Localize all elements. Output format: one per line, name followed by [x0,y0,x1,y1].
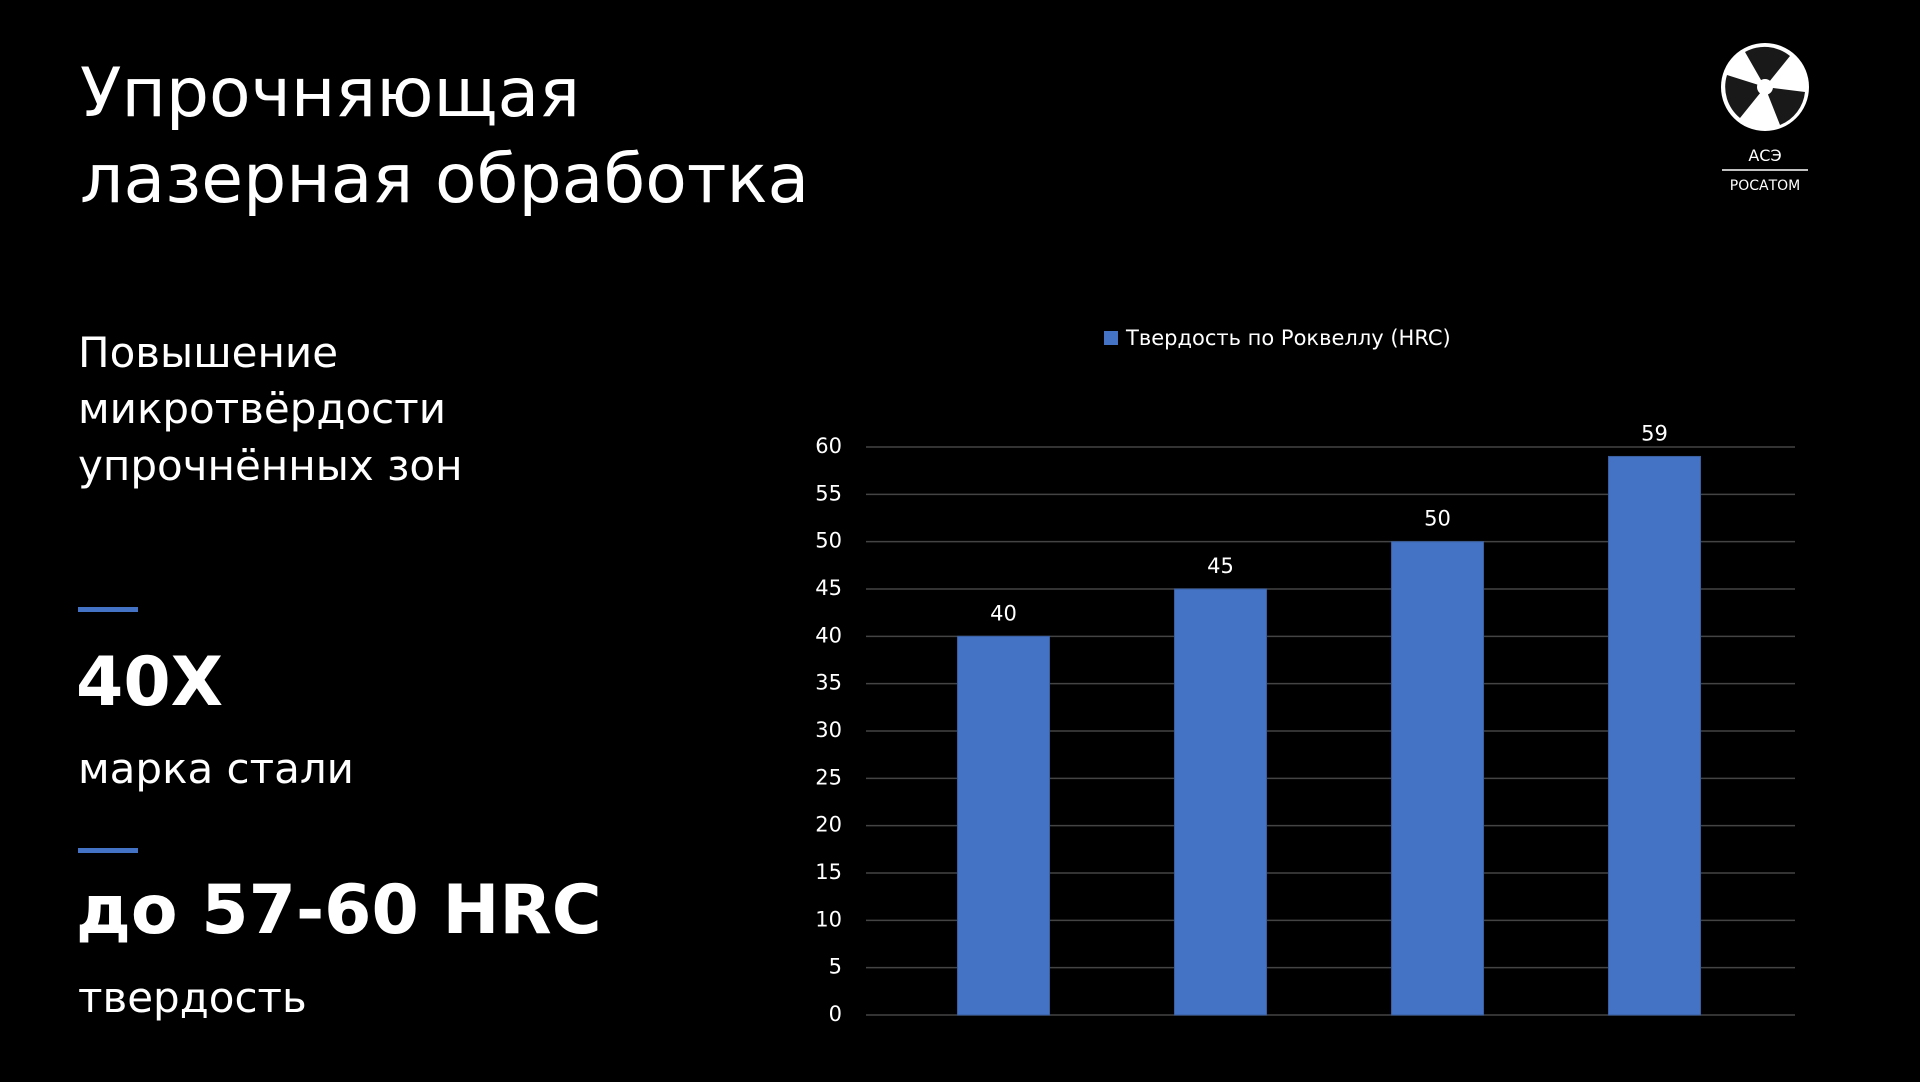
logo-bottom: РОСАТОМ [1730,178,1800,194]
y-tick-label: 0 [829,1002,842,1026]
fact-caption: твердость [78,973,307,1022]
title-line: Упрочняющая [80,54,580,133]
y-tick-label: 45 [815,576,842,600]
y-tick-label: 40 [815,623,842,647]
data-label: 40 [990,601,1017,625]
y-tick-label: 25 [815,765,842,789]
title-line: лазерная обработка [80,140,809,219]
fact-caption: марка стали [78,744,354,793]
y-tick-label: 10 [815,907,842,931]
legend-swatch [1104,331,1118,345]
y-tick-label: 50 [815,529,842,553]
fact-value: 40Х [76,643,223,722]
bar [1391,541,1484,1016]
data-label: 59 [1641,421,1668,445]
y-tick-label: 35 [815,671,842,695]
bar [1174,588,1267,1016]
lead-line: Повышение [78,328,338,377]
fact-value: до 57-60 HRC [76,871,602,950]
logo: АСЭ РОСАТОМ [1721,43,1809,194]
logo-core [1757,79,1773,95]
data-label: 45 [1207,554,1234,578]
legend-label: Твердость по Роквеллу (HRC) [1125,326,1451,350]
accent-dash [78,607,138,612]
y-tick-label: 15 [815,860,842,884]
lead-line: микротвёрдости [78,384,446,433]
lead-line: упрочнённых зон [78,441,463,490]
y-tick-label: 60 [815,434,842,458]
bar [1608,455,1701,1016]
y-tick-label: 5 [829,955,842,979]
y-tick-label: 20 [815,813,842,837]
logo-top: АСЭ [1748,146,1781,165]
accent-dash [78,848,138,853]
data-label: 50 [1424,507,1451,531]
y-tick-label: 30 [815,718,842,742]
bar [957,635,1050,1016]
y-tick-label: 55 [815,481,842,505]
